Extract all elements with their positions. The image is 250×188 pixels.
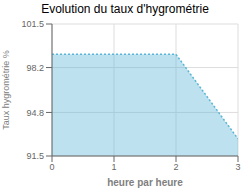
svg-text:0: 0 bbox=[49, 162, 54, 172]
html-text:Evolution du taux d'hygrométri: Evolution du taux d'hygrométrie bbox=[41, 2, 209, 16]
svg-text:3: 3 bbox=[235, 162, 240, 172]
svg-text:94.8: 94.8 bbox=[26, 108, 44, 118]
svg-text:91.5: 91.5 bbox=[26, 151, 44, 161]
svg-text:2: 2 bbox=[173, 162, 178, 172]
svg-text:101.5: 101.5 bbox=[21, 19, 44, 29]
svg-text:98.2: 98.2 bbox=[26, 63, 44, 73]
svg-text:1: 1 bbox=[111, 162, 116, 172]
svg-text:Taux hygrométrie %: Taux hygrométrie % bbox=[8, 50, 11, 130]
svg-text:heure par heure: heure par heure bbox=[107, 177, 183, 188]
